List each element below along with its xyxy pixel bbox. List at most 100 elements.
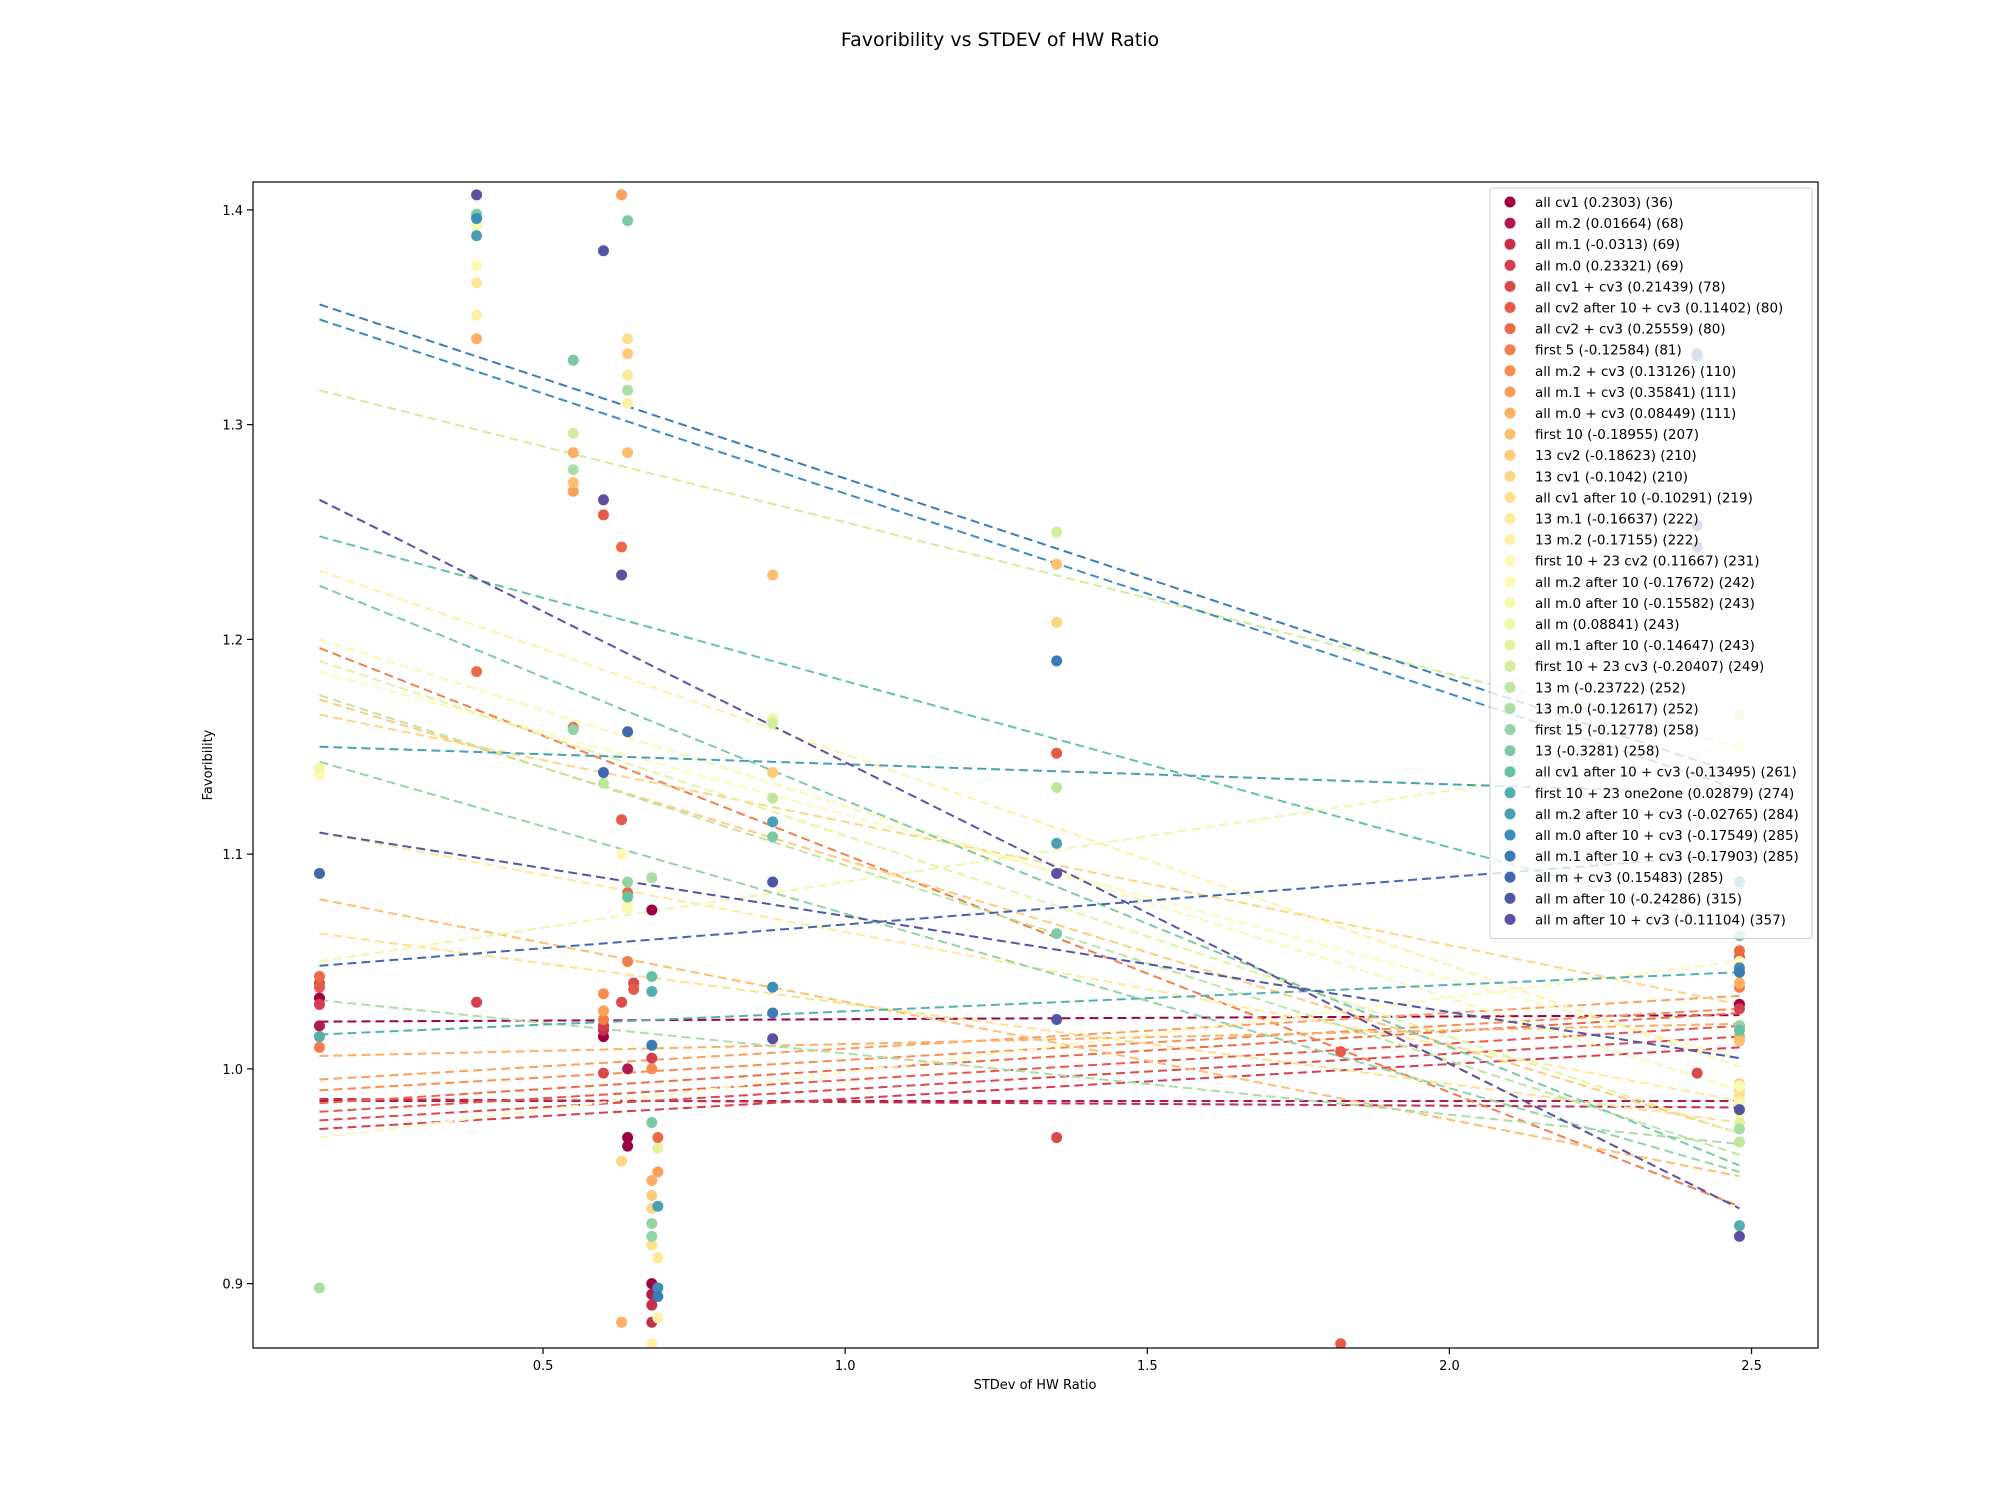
legend-label: all m.1 after 10 (-0.14647) (243)	[1535, 638, 1755, 654]
x-tick-label: 0.5	[533, 1359, 554, 1374]
point-s12-5	[1733, 1035, 1745, 1047]
legend-label: all cv1 after 10 (-0.10291) (219)	[1535, 490, 1753, 506]
point-s20-2	[622, 902, 634, 914]
point-s15-1	[622, 333, 634, 345]
point-s27-6	[1051, 928, 1063, 940]
point-s32-1	[646, 1039, 658, 1051]
point-s28-2	[646, 971, 658, 983]
y-axis-label: Favoribility	[201, 729, 216, 800]
point-s28-1	[622, 891, 634, 903]
trend-line-35	[319, 498, 1740, 1210]
legend-marker	[1504, 386, 1516, 398]
trend-line-7	[319, 1012, 1740, 1105]
legend-marker	[1504, 196, 1516, 208]
legend-marker	[1504, 238, 1516, 250]
point-s6-3	[616, 814, 628, 826]
point-s17-3	[646, 1338, 658, 1348]
point-s34-1	[597, 245, 609, 257]
point-s16-3	[652, 1252, 664, 1264]
legend-label: all m after 10 (-0.24286) (315)	[1535, 891, 1742, 907]
trend-line-26	[319, 760, 1740, 1173]
legend-marker	[1504, 639, 1516, 651]
point-s17-4	[652, 1312, 664, 1324]
legend-marker	[1504, 407, 1516, 419]
legend-label: all m.0 + cv3 (0.08449) (111)	[1535, 406, 1736, 422]
point-s33-3	[622, 726, 634, 738]
chart-title: Favoribility vs STDEV of HW Ratio	[841, 29, 1159, 51]
legend-label: all m.0 after 10 + cv3 (-0.17549) (285)	[1535, 828, 1799, 844]
point-s5-2	[597, 1067, 609, 1079]
legend-marker	[1504, 449, 1516, 461]
trend-line-13	[319, 698, 1740, 1135]
point-s7-7	[1733, 945, 1745, 957]
legend-marker	[1504, 766, 1516, 778]
trend-line-20	[319, 638, 1740, 1092]
point-s3-3	[646, 1299, 658, 1311]
point-s14-1	[616, 1155, 628, 1167]
x-tick-label: 1.0	[835, 1359, 856, 1374]
point-s10-2	[616, 189, 628, 201]
y-tick-label: 1.4	[222, 204, 243, 219]
legend-label: 13 cv1 (-0.1042) (210)	[1535, 469, 1688, 485]
point-s34-3	[1051, 1013, 1063, 1025]
x-tick-label: 1.5	[1137, 1359, 1158, 1374]
point-s30-4	[1051, 837, 1063, 849]
legend-marker	[1504, 344, 1516, 356]
legend-label: all m.2 after 10 + cv3 (-0.02765) (284)	[1535, 807, 1799, 823]
point-s7-2	[471, 666, 483, 678]
point-s27-4	[646, 1117, 658, 1129]
point-s27-2	[567, 354, 579, 366]
trend-line-28	[319, 535, 1740, 929]
point-s11-5	[1733, 977, 1745, 989]
point-s9-1	[597, 988, 609, 1000]
point-s25-2	[567, 464, 579, 476]
legend-marker	[1504, 597, 1516, 609]
trend-line-8	[319, 647, 1740, 1208]
legend-marker	[1504, 618, 1516, 630]
legend-label: all m + cv3 (0.15483) (285)	[1535, 870, 1723, 886]
point-s11-1	[471, 333, 483, 345]
point-s11-4	[646, 1175, 658, 1187]
legend-marker	[1504, 259, 1516, 271]
legend-label: 13 (-0.3281) (258)	[1535, 744, 1660, 760]
point-s26-4	[646, 1230, 658, 1242]
point-s33-2	[597, 767, 609, 779]
legend-marker	[1504, 534, 1516, 546]
point-s6-4	[628, 983, 640, 995]
legend-marker	[1504, 808, 1516, 820]
x-tick-label: 2.5	[1741, 1359, 1762, 1374]
point-s29-3	[1733, 1220, 1745, 1232]
legend-label: 13 cv2 (-0.18623) (210)	[1535, 448, 1697, 464]
plot-frame	[252, 181, 1819, 1349]
point-s24-4	[1733, 1136, 1745, 1148]
legend-marker	[1504, 829, 1516, 841]
point-s7-6	[652, 1132, 664, 1144]
point-s35-3	[616, 569, 628, 581]
point-s32-6	[1733, 966, 1745, 978]
trend-line-12	[319, 898, 1740, 1178]
point-s13-3	[767, 767, 779, 779]
point-s27-5	[767, 831, 779, 843]
point-s25-5	[1733, 1123, 1745, 1135]
point-s35-1	[471, 189, 483, 201]
point-s16-2	[622, 369, 634, 381]
point-s24-2	[767, 792, 779, 804]
legend-label: 13 m.1 (-0.16637) (222)	[1535, 512, 1699, 528]
legend-marker	[1504, 428, 1516, 440]
point-s6-7	[1335, 1338, 1347, 1348]
legend-marker	[1504, 745, 1516, 757]
point-s30-1	[471, 230, 483, 242]
trend-line-27	[319, 584, 1740, 1167]
point-s18-2	[616, 848, 628, 860]
point-s6-5	[1051, 747, 1063, 759]
y-tick-label: 1.1	[222, 848, 243, 863]
point-s10-3	[597, 1005, 609, 1017]
trend-line-24	[319, 694, 1740, 1156]
trend-line-14	[319, 713, 1740, 1006]
point-s17-1	[471, 309, 483, 321]
point-s12-2	[622, 447, 634, 459]
point-s7-4	[616, 541, 628, 553]
point-s16-1	[471, 277, 483, 289]
trend-line-4	[319, 1046, 1740, 1130]
